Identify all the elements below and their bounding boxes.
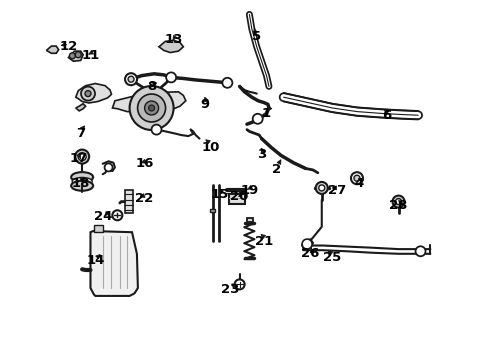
- Polygon shape: [46, 46, 59, 53]
- Text: 8: 8: [147, 80, 156, 93]
- Circle shape: [75, 150, 89, 163]
- Polygon shape: [94, 225, 102, 232]
- Ellipse shape: [71, 172, 93, 182]
- Ellipse shape: [71, 181, 93, 191]
- Text: 26: 26: [301, 247, 319, 260]
- Text: 3: 3: [257, 148, 265, 161]
- Text: 7: 7: [76, 127, 85, 140]
- Text: 23: 23: [220, 283, 239, 296]
- Circle shape: [166, 72, 176, 82]
- Circle shape: [252, 114, 262, 124]
- Circle shape: [151, 125, 161, 135]
- Text: 2: 2: [271, 163, 280, 176]
- Text: 12: 12: [59, 40, 78, 53]
- Polygon shape: [124, 190, 133, 213]
- Polygon shape: [228, 194, 244, 204]
- Circle shape: [395, 199, 401, 204]
- Circle shape: [315, 182, 327, 194]
- Text: 6: 6: [381, 109, 390, 122]
- Text: 4: 4: [354, 177, 363, 190]
- Polygon shape: [159, 40, 183, 53]
- Circle shape: [234, 279, 244, 289]
- Circle shape: [75, 52, 81, 58]
- Text: 15: 15: [210, 188, 229, 201]
- Text: 28: 28: [388, 199, 407, 212]
- Circle shape: [69, 53, 75, 59]
- Text: 11: 11: [81, 49, 100, 62]
- Polygon shape: [210, 209, 215, 212]
- Polygon shape: [112, 92, 185, 112]
- Text: 18: 18: [71, 177, 90, 190]
- Text: 16: 16: [135, 157, 153, 170]
- Circle shape: [125, 73, 137, 85]
- Polygon shape: [302, 239, 312, 249]
- Text: 1: 1: [262, 107, 270, 120]
- Circle shape: [78, 153, 86, 161]
- Text: 14: 14: [86, 255, 104, 267]
- Circle shape: [85, 91, 91, 96]
- Text: 10: 10: [201, 141, 219, 154]
- Circle shape: [392, 195, 404, 208]
- Circle shape: [302, 239, 311, 249]
- Circle shape: [148, 105, 154, 111]
- Circle shape: [415, 246, 425, 256]
- Text: 9: 9: [201, 98, 209, 111]
- Text: 27: 27: [327, 184, 346, 197]
- Polygon shape: [76, 104, 85, 111]
- Circle shape: [353, 175, 359, 181]
- Text: 13: 13: [164, 33, 183, 46]
- Circle shape: [318, 185, 324, 191]
- Circle shape: [129, 86, 173, 130]
- Circle shape: [112, 210, 122, 220]
- Circle shape: [81, 87, 95, 100]
- Text: 20: 20: [230, 190, 248, 203]
- Circle shape: [137, 94, 165, 122]
- Circle shape: [104, 163, 112, 171]
- Circle shape: [222, 78, 232, 88]
- Polygon shape: [90, 231, 138, 296]
- Circle shape: [128, 76, 134, 82]
- Polygon shape: [246, 218, 253, 222]
- Text: 22: 22: [135, 192, 153, 204]
- Circle shape: [144, 101, 158, 115]
- Text: 5: 5: [252, 30, 261, 42]
- Circle shape: [350, 172, 362, 184]
- Polygon shape: [68, 51, 83, 61]
- Polygon shape: [76, 84, 111, 103]
- Text: 21: 21: [254, 235, 273, 248]
- Text: 19: 19: [240, 184, 258, 197]
- Text: 25: 25: [323, 251, 341, 264]
- Ellipse shape: [72, 177, 92, 185]
- Text: 17: 17: [69, 152, 87, 165]
- Text: 24: 24: [93, 210, 112, 222]
